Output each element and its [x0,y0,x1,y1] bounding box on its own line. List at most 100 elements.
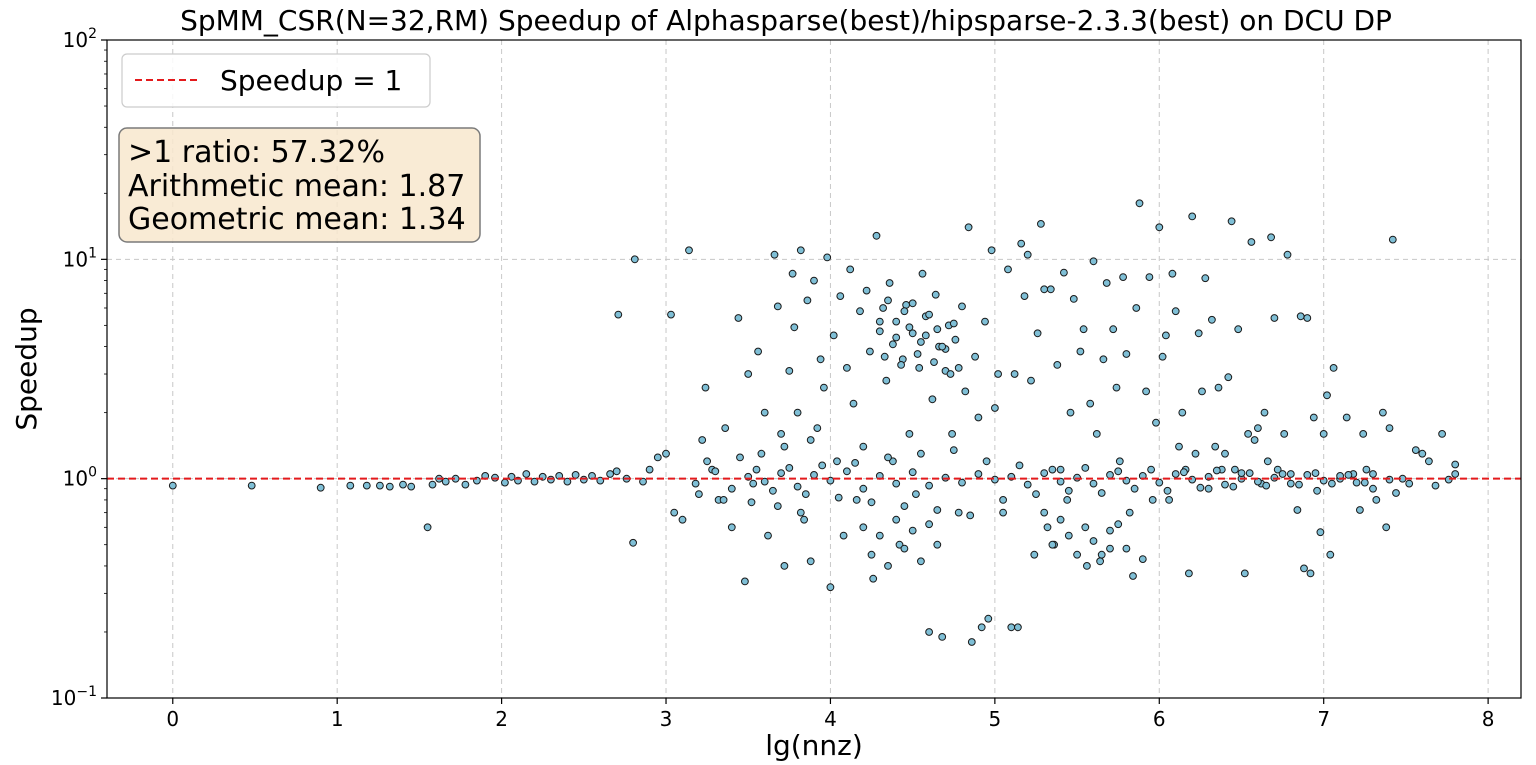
scatter-point [727,484,736,493]
scatter-point [902,301,910,309]
scatter-point [757,449,766,458]
scatter-point [971,352,979,361]
scatter-point [1286,470,1295,478]
scatter-point [785,464,794,472]
x-tick-label: 5 [988,707,1001,731]
scatter-point [879,304,887,312]
scatter-point [1168,269,1177,278]
scatter-point [833,457,841,466]
scatter-point [1027,376,1035,385]
scatter-point [875,317,884,326]
scatter-point [790,323,799,332]
scatter-point [441,477,450,486]
scatter-point [1360,478,1369,487]
scatter-point [1191,449,1200,458]
scatter-point [882,376,891,385]
legend: Speedup = 1 [121,53,431,108]
scatter-point [1362,465,1371,474]
scatter-point [1014,623,1022,632]
scatter-point [747,498,756,507]
scatter-point [1229,482,1238,491]
scatter-point [885,279,894,287]
scatter-point [1405,479,1414,488]
scatter-point [1130,484,1139,493]
scatter-point [1148,496,1157,504]
scatter-point [866,347,874,356]
scatter-point [1295,480,1303,489]
scatter-point [915,364,924,372]
scatter-point [612,467,621,476]
scatter-point [961,387,970,396]
scatter-point [1418,449,1427,458]
scatter-point [1293,506,1302,514]
scatter-point [1260,408,1269,417]
scatter-point [974,470,983,478]
x-tick-label: 2 [495,707,508,731]
scatter-point [1089,537,1098,545]
scatter-point [816,355,825,364]
scatter-point [1030,550,1039,559]
scatter-point [900,544,909,553]
scatter-point [1046,285,1055,294]
scatter-point [760,477,769,486]
scatter-point [1309,413,1318,422]
scatter-point [859,523,868,532]
scatter-point [1102,279,1111,287]
y-ticks-layer: 10−1 100 101 102 [51,26,107,710]
y-tick-label: 101 [63,245,97,271]
scatter-point [1221,449,1229,458]
scatter-point [1053,361,1062,369]
scatter-point [925,628,933,636]
scatter-point [721,424,730,433]
scatter-point [563,477,572,486]
y-tick-label: 100 [63,465,97,491]
stats-box-background [118,127,481,243]
scatter-point [851,459,859,467]
scatter-point [1097,489,1106,497]
scatter-point [872,231,881,240]
scatter-point [777,469,785,478]
scatter-point [1010,370,1019,378]
scatter-point [1323,391,1331,400]
scatter-point [1060,268,1068,277]
scatter-point [1165,496,1173,504]
scatter-point [954,508,963,517]
scatter-point [1311,469,1320,478]
scatter-point [964,223,973,232]
scatter-point [884,453,892,462]
scatter-point [1089,479,1098,488]
scatter-point [385,482,394,491]
scatter-point [1040,469,1049,478]
scatter-point [982,457,991,466]
scatter-point [846,265,855,274]
scatter-point [630,255,639,264]
scatter-point [803,296,812,305]
scatter-point [1079,325,1088,334]
scatter-point [423,523,432,532]
scatter-point [1369,484,1377,493]
scatter-point [900,307,909,316]
scatter-point [1083,562,1091,570]
scatter-point [1064,531,1073,540]
scatter-point [977,623,986,632]
scatter-point [1359,430,1368,438]
scatter-point [1425,457,1433,466]
scatter-point [316,483,325,492]
scatter-point [1286,479,1295,488]
scatter-point [1247,238,1256,246]
scatter-point [1132,304,1141,312]
scatter-point [889,340,897,349]
scatter-point [1382,523,1391,532]
scatter-point [1033,329,1042,338]
scatter-point [834,493,843,502]
scatter-point [1163,486,1172,495]
scatter-point [653,453,662,462]
scatter-point [810,471,818,479]
scatter-point [820,383,828,392]
scatter-point [1267,233,1275,242]
scatter-point [1270,314,1279,322]
scatter-point [769,486,777,495]
scatter-point [667,310,675,319]
scatter-point [362,481,371,490]
scatter-point [596,476,605,485]
